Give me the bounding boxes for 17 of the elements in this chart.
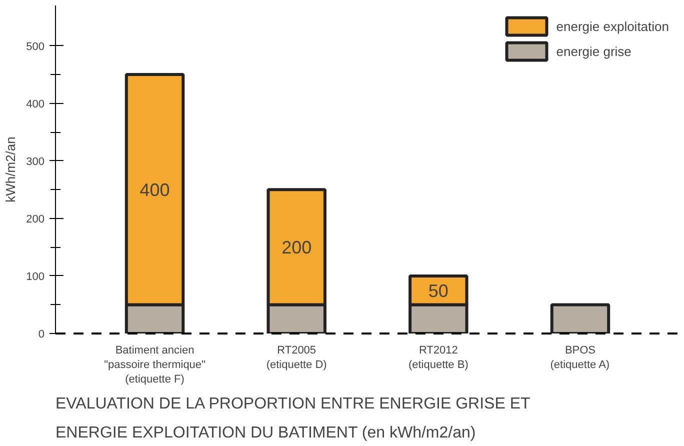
x-tick-label: RT2012 (etiquette B) (408, 344, 468, 371)
y-tick-label: 400 (26, 98, 45, 110)
x-tick-label: RT2005 (etiquette D) (266, 344, 327, 371)
y-tick-label: 100 (26, 270, 45, 283)
data-label: 50 (428, 280, 448, 301)
y-tick-label: 500 (26, 40, 45, 53)
x-tick-label: Batiment ancien "passoire thermique" (etiquette F) (104, 344, 206, 386)
legend-label: energie exploitation (556, 18, 669, 34)
x-tick-label: BPOS (etiquette A) (550, 344, 610, 371)
legend-label: energie grise (556, 44, 632, 58)
data-label: 200 (282, 238, 312, 258)
text: EVALUATION DE LA PROPORTION ENTRE ENERGIE GRISE ET ENERGIE EXPLOITATION DU BATIMENT (en kWh/m2/an) (56, 396, 530, 442)
y-tick-label: 0 (38, 328, 45, 340)
y-tick-label: 200 (26, 213, 45, 226)
y-tick-label: 300 (26, 156, 45, 168)
y-axis-title: kWh/m2/an (3, 136, 18, 202)
data-label: 400 (140, 180, 170, 200)
